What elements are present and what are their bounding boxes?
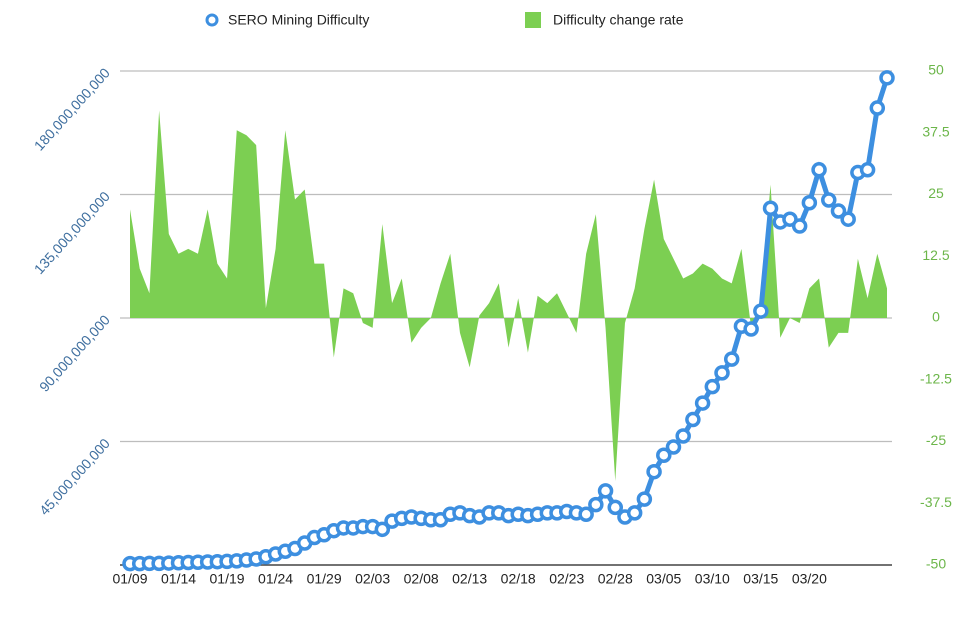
x-tick-label: 01/09 [112,571,147,587]
difficulty-point [714,365,730,381]
difficulty-point [588,496,604,513]
difficulty-point [607,499,624,516]
difficulty-point [859,162,876,178]
difficulty-point [675,428,691,444]
difficulty-point [646,463,662,480]
difficulty-point [694,395,711,411]
y2-tick-label: -25 [926,432,946,448]
y2-tick-label: -50 [926,556,946,572]
x-tick-label: 02/08 [404,571,439,587]
y2-tick-label: 12.5 [922,247,949,263]
x-tick-label: 02/18 [501,571,536,587]
difficulty-point [656,447,672,463]
x-tick-label: 01/29 [307,571,342,587]
x-tick-label: 02/13 [452,571,487,587]
legend-marker [525,12,541,28]
legend-marker [205,13,219,27]
x-tick-label: 03/20 [792,571,827,587]
difficulty-point [636,491,653,507]
x-tick-label: 03/10 [695,571,730,587]
difficulty-point [830,203,847,219]
difficulty-point [665,439,682,455]
y2-tick-label: 50 [928,62,944,78]
difficulty-point [743,321,759,337]
difficulty-point [762,200,779,216]
difficulty-point [704,378,721,395]
x-tick-label: 02/23 [549,571,584,587]
y2-tick-label: -37.5 [920,494,952,510]
y-tick-label: 90,000,000,000 [36,312,113,395]
y2-tick-label: 0 [932,309,940,325]
y-tick-label: 135,000,000,000 [31,188,113,277]
difficulty-point [840,211,856,227]
legend-label: Difficulty change rate [553,12,684,28]
difficulty-point [869,100,886,116]
x-tick-label: 01/14 [161,571,196,587]
x-tick-label: 01/19 [210,571,245,587]
y2-tick-label: 37.5 [922,123,949,139]
difficulty-point [879,70,895,86]
x-tick-label: 01/24 [258,571,293,587]
difficulty-point [791,218,808,234]
difficulty-point [723,351,740,367]
x-tick-label: 02/03 [355,571,390,587]
difficulty-point [811,162,827,178]
difficulty-point [374,521,391,538]
x-tick-label: 02/28 [598,571,633,587]
y-tick-label: 45,000,000,000 [36,435,113,518]
difficulty-point [626,505,643,521]
x-tick-label: 03/15 [743,571,778,587]
y2-tick-label: -12.5 [920,370,952,386]
difficulty-point [801,194,818,211]
change-rate-area [130,110,887,482]
y2-tick-label: 25 [928,185,944,201]
y-tick-label: 180,000,000,000 [31,65,113,154]
x-tick-label: 03/05 [646,571,681,587]
difficulty-point [821,192,837,208]
difficulty-point [578,506,594,522]
difficulty-point [597,483,614,499]
difficulty-point [753,303,769,319]
difficulty-point [685,411,701,428]
legend-label: SERO Mining Difficulty [228,12,369,28]
